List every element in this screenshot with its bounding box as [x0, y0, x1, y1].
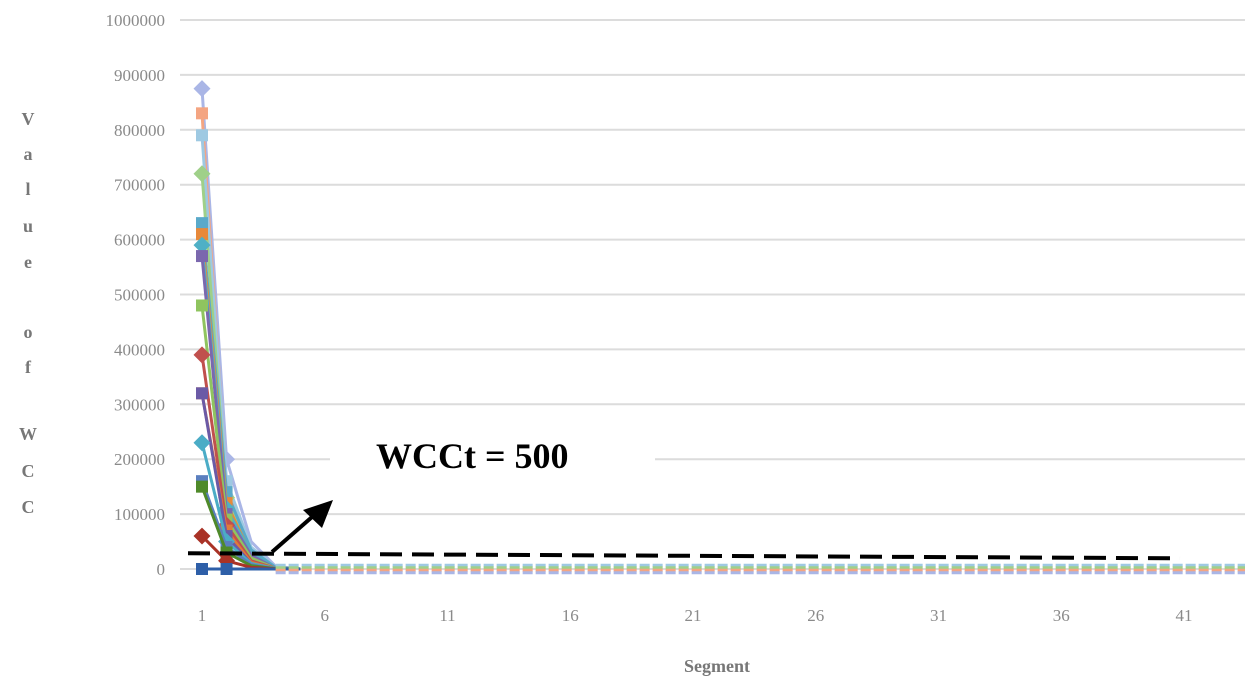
arrow-icon — [270, 500, 333, 554]
y-tick-label: 0 — [157, 560, 166, 579]
data-point-marker — [196, 217, 208, 230]
threshold-line — [187, 551, 1181, 561]
series-group — [193, 80, 301, 575]
data-point-marker — [196, 250, 208, 263]
y-axis-label-letter: u — [23, 216, 33, 236]
x-tick-label: 41 — [1176, 606, 1193, 625]
y-axis-label-letter: V — [22, 109, 35, 129]
x-tick-label: 11 — [439, 606, 455, 625]
x-tick-label: 36 — [1053, 606, 1070, 625]
data-point-marker — [193, 165, 211, 183]
data-point-marker — [196, 480, 208, 493]
x-tick-labels: 1 6 11 16 21 26 31 36 41 — [198, 606, 1193, 625]
data-point-marker — [193, 236, 211, 254]
data-point-marker — [220, 563, 233, 575]
data-point-marker — [193, 80, 211, 98]
data-point-marker — [196, 563, 208, 575]
y-axis-label-letter: C — [22, 461, 35, 481]
x-tick-label: 16 — [562, 606, 579, 625]
y-axis-label-letter: f — [25, 357, 32, 377]
x-tick-label: 26 — [807, 606, 824, 625]
data-point-marker — [196, 228, 208, 241]
y-tick-label: 100000 — [114, 505, 165, 524]
y-tick-label: 1000000 — [106, 11, 166, 30]
annotation-background — [330, 430, 655, 485]
data-point-marker — [193, 434, 211, 452]
y-axis-label-letter: C — [22, 497, 35, 517]
x-tick-label: 21 — [685, 606, 702, 625]
y-tick-label: 300000 — [114, 395, 165, 414]
y-tick-label: 200000 — [114, 450, 165, 469]
gridlines — [180, 19, 1245, 570]
y-axis-label-letter: o — [24, 322, 33, 342]
data-point-marker — [196, 387, 208, 400]
x-axis-label: Segment — [684, 656, 750, 676]
data-point-marker — [193, 527, 211, 545]
y-axis-label-letter: W — [19, 424, 37, 444]
data-point-marker — [196, 129, 208, 142]
threshold-label: WCCt = 500 — [376, 436, 569, 476]
y-tick-labels: 0 100000 200000 300000 400000 500000 600000 700… — [106, 11, 166, 579]
x-tick-label: 31 — [930, 606, 947, 625]
flat-series-band — [275, 563, 1245, 575]
y-axis-label-letter: l — [25, 179, 30, 199]
data-point-marker — [193, 346, 211, 364]
y-tick-label: 800000 — [114, 121, 165, 140]
x-tick-label: 6 — [321, 606, 330, 625]
y-tick-label: 600000 — [114, 231, 165, 250]
y-tick-label: 400000 — [114, 340, 165, 359]
y-axis-label-letter: a — [24, 144, 33, 164]
y-tick-label: 700000 — [114, 176, 165, 195]
x-tick-label: 1 — [198, 606, 207, 625]
y-axis-label-letter: e — [24, 252, 32, 272]
y-tick-label: 500000 — [114, 286, 165, 305]
data-point-marker — [196, 299, 208, 312]
data-point-marker — [196, 107, 208, 120]
y-tick-label: 900000 — [114, 66, 165, 85]
